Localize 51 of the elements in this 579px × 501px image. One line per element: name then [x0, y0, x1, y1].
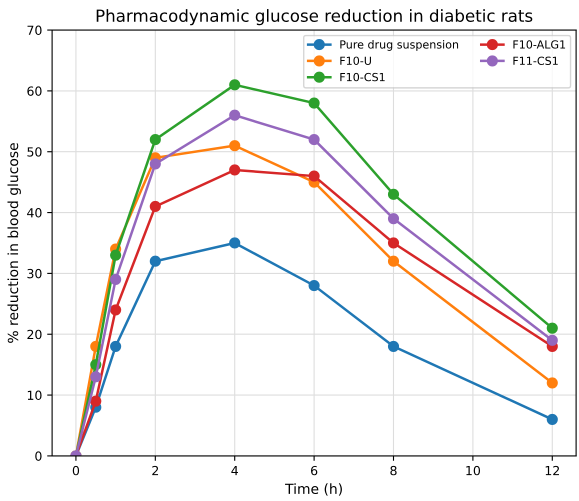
point	[388, 340, 400, 352]
point	[546, 322, 558, 334]
legend-label: Pure drug suspension	[340, 40, 458, 51]
point	[110, 274, 122, 286]
x-tick-label: 4	[231, 466, 238, 476]
point	[546, 377, 558, 388]
legend-label: F10-U	[340, 56, 371, 65]
x-tick-label: 12	[546, 466, 559, 476]
point	[546, 334, 558, 346]
x-tick-label: 2	[152, 466, 158, 476]
x-axis-title: Time (h)	[285, 483, 342, 496]
point	[150, 134, 161, 146]
chart-title: Pharmacodynamic glucose reduction in diabetic rats	[96, 9, 532, 26]
point	[90, 371, 102, 382]
point	[229, 110, 240, 121]
legend-label: F10-CS1	[340, 72, 385, 82]
y-tick-label: 10	[28, 390, 42, 400]
point	[229, 140, 240, 152]
y-tick-label: 70	[28, 26, 42, 35]
x-tick-label: 0	[72, 466, 80, 476]
point	[90, 396, 102, 407]
legend-label: F11-CS1	[513, 56, 558, 65]
point	[308, 170, 320, 182]
x-tick-label: 8	[390, 466, 397, 476]
y-tick-label: 40	[27, 208, 42, 218]
x-tick-label: 10	[466, 466, 480, 476]
legend-label: F10-ALG1	[513, 40, 566, 49]
point	[308, 280, 320, 292]
x-tick-label: 6	[311, 466, 318, 476]
y-tick-label: 0	[35, 451, 42, 461]
point	[229, 79, 240, 90]
point	[388, 188, 400, 200]
y-tick-label: 30	[27, 268, 42, 278]
point	[150, 158, 161, 170]
point	[308, 134, 320, 146]
y-axis-title: % reduction in blood glucose	[7, 143, 21, 343]
y-tick-label: 60	[27, 86, 42, 96]
point	[388, 256, 400, 267]
point	[308, 98, 320, 109]
point	[110, 340, 122, 352]
point	[229, 164, 240, 176]
y-tick-label: 20	[27, 330, 42, 340]
point	[546, 414, 558, 425]
point	[150, 200, 161, 212]
point	[150, 256, 161, 267]
point	[229, 237, 240, 249]
point	[110, 304, 122, 316]
point	[388, 237, 400, 249]
point	[388, 213, 400, 224]
y-tick-label: 50	[27, 147, 42, 157]
point	[110, 250, 122, 261]
